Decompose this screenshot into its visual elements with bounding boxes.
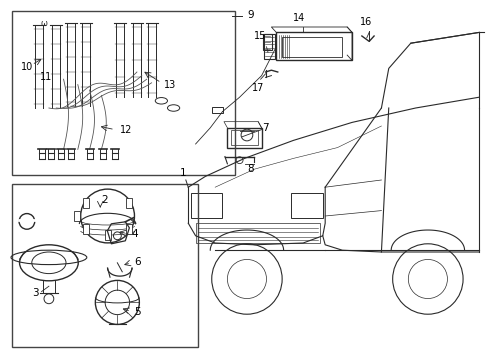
Text: 7: 7: [261, 123, 268, 133]
Text: 4: 4: [131, 229, 138, 239]
Bar: [74, 211, 80, 221]
Bar: [227, 128, 261, 148]
Text: 1: 1: [180, 168, 186, 178]
Bar: [263, 34, 271, 50]
Text: 14: 14: [292, 13, 305, 23]
Text: ω: ω: [41, 19, 47, 28]
Text: 10: 10: [20, 62, 33, 72]
Bar: [12, 11, 234, 175]
Text: 6: 6: [134, 257, 141, 267]
Bar: [104, 230, 110, 239]
Text: 12: 12: [120, 125, 132, 135]
Text: 13: 13: [163, 80, 176, 90]
Bar: [230, 130, 258, 145]
Bar: [276, 32, 351, 60]
Text: 9: 9: [246, 10, 253, 20]
Bar: [264, 34, 274, 59]
Text: 16: 16: [359, 17, 371, 27]
Bar: [190, 193, 222, 218]
Text: 2: 2: [102, 195, 108, 205]
Bar: [211, 107, 223, 113]
Text: 8: 8: [246, 164, 253, 174]
Bar: [126, 198, 132, 208]
Bar: [12, 184, 198, 347]
Bar: [82, 224, 88, 234]
Bar: [82, 198, 88, 208]
Bar: [126, 224, 132, 234]
Text: 5: 5: [134, 307, 141, 318]
Text: 3: 3: [32, 288, 39, 298]
Bar: [290, 193, 322, 218]
Text: 15: 15: [254, 31, 266, 41]
Bar: [195, 223, 320, 243]
Bar: [282, 37, 342, 57]
Text: 17: 17: [251, 83, 264, 93]
Text: 11: 11: [40, 72, 53, 82]
